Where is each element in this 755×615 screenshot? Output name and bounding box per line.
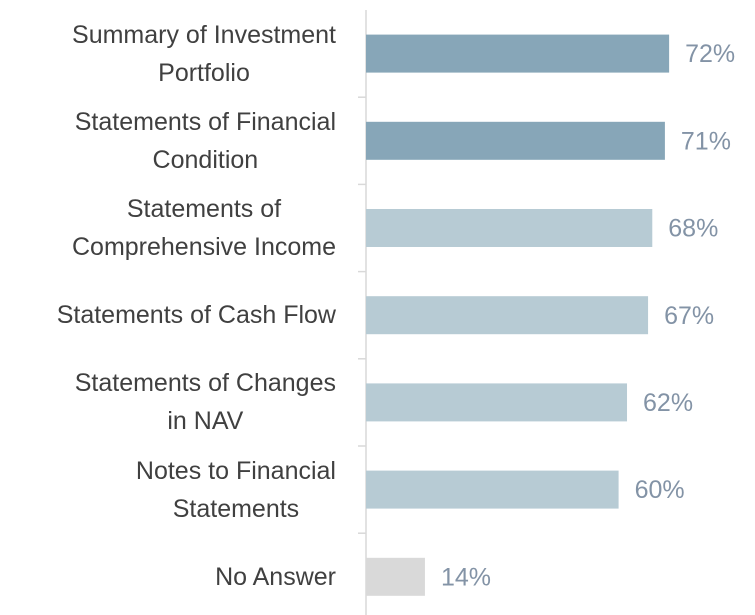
bar xyxy=(366,121,665,160)
bar xyxy=(366,296,649,335)
value-label: 60% xyxy=(635,476,685,504)
value-label: 62% xyxy=(643,389,693,417)
category-label: No Answer xyxy=(215,562,336,591)
value-label: 14% xyxy=(441,563,491,591)
bar xyxy=(366,557,425,596)
bar xyxy=(366,383,628,422)
value-label: 68% xyxy=(668,215,718,243)
category-label: Summary of Investment Portfolio xyxy=(72,20,336,87)
bar xyxy=(366,34,670,73)
category-label: Statements of Changes in NAV xyxy=(74,369,336,436)
category-label: Statements of Cash Flow xyxy=(56,301,336,330)
value-label: 67% xyxy=(664,302,714,330)
bar xyxy=(366,470,619,509)
category-label: Statements of Comprehensive Income xyxy=(71,195,336,261)
category-label: Statements of Financial Condition xyxy=(74,107,336,174)
category-label: Notes to Financial Statements xyxy=(135,456,336,523)
value-label: 71% xyxy=(681,127,731,155)
value-label: 72% xyxy=(685,40,735,68)
bar xyxy=(366,209,653,247)
